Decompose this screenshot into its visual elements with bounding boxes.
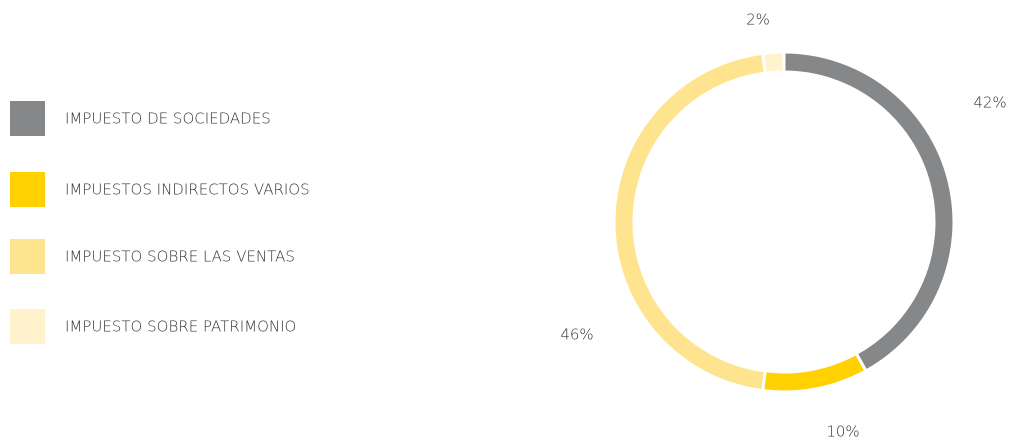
donut-segment: [761, 50, 786, 75]
donut-segment: [761, 351, 868, 394]
legend-swatch: [10, 239, 45, 274]
legend-label: IMPUESTO SOBRE LAS VENTAS: [65, 248, 295, 266]
legend-label: IMPUESTO DE SOCIEDADES: [65, 110, 271, 128]
data-label: 46%: [560, 326, 593, 344]
legend-swatch: [10, 309, 45, 344]
legend-label: IMPUESTO SOBRE PATRIMONIO: [65, 318, 296, 336]
data-label: 2%: [746, 11, 770, 29]
donut-segment: [612, 51, 767, 393]
donut-segment: [782, 50, 956, 374]
data-label: 10%: [826, 423, 859, 441]
data-label: 42%: [973, 94, 1006, 112]
legend-swatch: [10, 101, 45, 136]
legend-label: IMPUESTOS INDIRECTOS VARIOS: [65, 181, 310, 199]
legend-swatch: [10, 172, 45, 207]
